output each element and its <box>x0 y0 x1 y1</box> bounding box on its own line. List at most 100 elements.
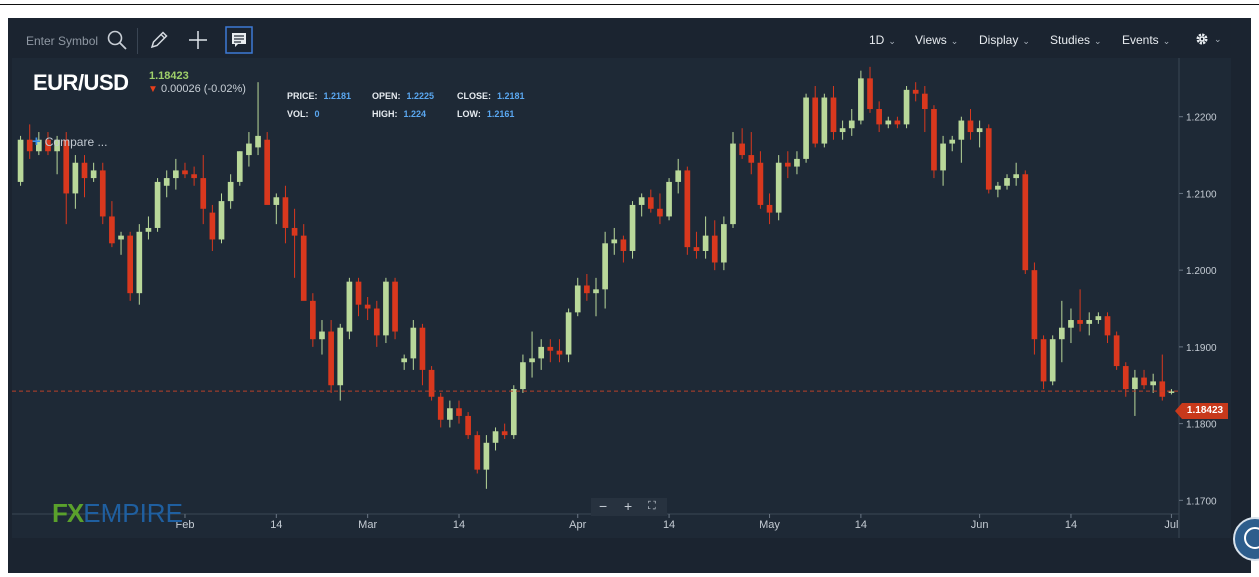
studies-dropdown[interactable]: Studies ⌄ <box>1050 33 1102 47</box>
candle-body <box>949 139 956 144</box>
y-tick-label: 1.2200 <box>1186 113 1217 124</box>
candle-body <box>1159 381 1166 397</box>
candle-body <box>182 170 188 175</box>
candle-body <box>255 135 261 148</box>
candle-body <box>821 97 828 144</box>
events-dropdown[interactable]: Events ⌄ <box>1122 33 1170 47</box>
candle-body <box>912 89 919 94</box>
candle-body <box>958 120 965 140</box>
stat-price: PRICE: 1.2181 <box>287 91 351 101</box>
plus-icon: + <box>32 133 41 150</box>
views-dropdown[interactable]: Views ⌄ <box>915 33 958 47</box>
zoom-controls: − + ⛶ <box>591 498 667 516</box>
candle-body <box>538 346 545 359</box>
candle-body <box>784 162 791 167</box>
candle-body <box>109 216 115 244</box>
x-tick-label: May <box>759 519 780 531</box>
candle-body <box>456 408 462 416</box>
candle-body <box>72 162 79 194</box>
candle-body <box>803 97 809 159</box>
x-tick-label: 14 <box>663 519 675 531</box>
candle-body <box>118 235 124 240</box>
candle-body <box>693 247 700 251</box>
y-tick-label: 1.1800 <box>1186 420 1217 431</box>
candle-body <box>218 201 225 240</box>
candle-body <box>346 281 353 332</box>
candle-body <box>1058 327 1065 340</box>
candle-body <box>282 197 289 228</box>
candle-body <box>684 170 691 248</box>
display-label: Display <box>979 33 1019 47</box>
x-tick-label: 14 <box>270 519 282 531</box>
events-label: Events <box>1122 33 1159 47</box>
candle-body <box>492 431 499 443</box>
candle-body <box>428 369 435 397</box>
stat-open-label: OPEN: <box>372 91 401 101</box>
crosshair-icon[interactable] <box>186 28 210 52</box>
candle-body <box>364 304 371 309</box>
candle-body <box>383 281 389 336</box>
candle-body <box>921 93 928 110</box>
y-tick-label: 1.1700 <box>1186 496 1217 507</box>
candle-body <box>90 170 97 179</box>
stat-low: LOW: 1.2161 <box>457 109 514 119</box>
candle-body <box>1122 366 1129 390</box>
candle-body <box>593 289 599 294</box>
candle-body <box>200 178 207 209</box>
candlestick-chart[interactable]: 1.2200 1.2100 1.2000 1.1900 1.1800 1.1700 Feb 1… <box>12 58 1231 538</box>
candle-body <box>401 358 408 363</box>
x-tick-label: 14 <box>453 519 465 531</box>
candle-body <box>17 139 24 182</box>
candle-body <box>1132 377 1138 390</box>
candle-body <box>848 120 855 129</box>
settings-dropdown[interactable]: ⌄ <box>1194 31 1222 47</box>
stat-vol-label: VOL: <box>287 109 309 119</box>
zoom-in-button[interactable]: + <box>624 498 633 514</box>
candle-body <box>675 170 682 182</box>
fit-screen-button[interactable]: ⛶ <box>648 500 656 512</box>
candle-body <box>858 78 864 121</box>
zoom-out-button[interactable]: − <box>599 498 608 514</box>
candle-body <box>1013 174 1019 179</box>
pencil-icon[interactable] <box>147 28 171 52</box>
toolbar: 1D⌄ Views⌄ Display⌄ Studies⌄ Events⌄ ⌄ <box>8 18 1251 64</box>
interval-dropdown[interactable]: 1D ⌄ <box>869 33 896 47</box>
search-icon[interactable] <box>105 28 129 52</box>
candle-body <box>666 181 672 217</box>
chevron-down-icon: ⌄ <box>1214 34 1222 45</box>
chevron-down-icon: ⌄ <box>1022 36 1030 46</box>
candle-body <box>1104 316 1111 336</box>
stat-price-value: 1.2181 <box>323 91 352 101</box>
candle-body <box>501 431 508 436</box>
display-dropdown[interactable]: Display ⌄ <box>979 33 1030 47</box>
candle-body <box>611 239 618 244</box>
candle-body <box>437 396 444 420</box>
candle-body <box>931 109 937 171</box>
candle-body <box>465 415 471 436</box>
candle-body <box>1141 377 1147 386</box>
candle-body <box>1068 320 1074 328</box>
chart-area[interactable]: 1.2200 1.2100 1.2000 1.1900 1.1800 1.1700 Feb 1… <box>12 58 1231 538</box>
candle-body <box>328 331 334 386</box>
candle-body <box>145 227 152 232</box>
x-tick-label: 14 <box>1065 519 1077 531</box>
compare-button[interactable]: + Compare ... <box>32 133 107 150</box>
down-arrow-icon: ▼ <box>148 84 158 95</box>
candle-body <box>711 235 718 263</box>
x-tick-label: Feb <box>175 519 194 531</box>
chevron-down-icon: ⌄ <box>1094 36 1102 46</box>
candle-body <box>1031 270 1038 340</box>
candle-body <box>584 285 590 294</box>
candle-body <box>757 162 764 205</box>
candle-body <box>647 197 654 209</box>
symbol-search-input[interactable] <box>26 32 102 50</box>
toolbar-separator <box>137 28 138 54</box>
comment-icon[interactable] <box>225 26 253 54</box>
candle-body <box>483 442 490 470</box>
candle-body <box>629 204 636 251</box>
candle-body <box>300 235 307 301</box>
last-price-tag: 1.18423 <box>1175 403 1228 419</box>
candle-body <box>54 139 60 152</box>
interval-label: 1D <box>869 33 885 47</box>
price-change-value: 0.00026 (-0.02%) <box>160 83 246 95</box>
